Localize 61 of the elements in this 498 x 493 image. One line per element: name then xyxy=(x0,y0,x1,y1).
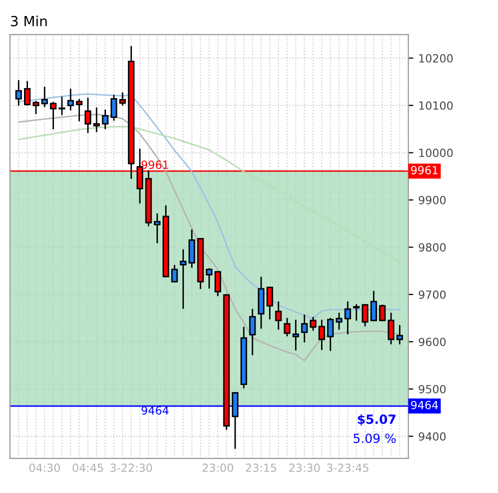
candlestick xyxy=(154,213,160,244)
candlestick xyxy=(344,301,352,334)
x-tick-label: 04:45 xyxy=(72,464,103,472)
annotation: $5.07 xyxy=(358,414,396,426)
y-tick-label: 9900 xyxy=(418,196,446,204)
candlestick xyxy=(396,324,403,344)
candlestick xyxy=(119,92,126,106)
candlestick xyxy=(370,290,378,322)
y-tick-label: 9500 xyxy=(418,384,446,394)
text: 9464 xyxy=(411,400,438,410)
y-tick-label: 10000 xyxy=(419,148,453,158)
candlestick xyxy=(188,230,196,268)
candlestick xyxy=(301,314,308,342)
ref-line-label: 9961 xyxy=(142,160,168,169)
y-tick-label: 9800 xyxy=(418,243,446,252)
candlestick xyxy=(171,264,178,282)
candlestick xyxy=(318,320,326,350)
candlestick xyxy=(58,96,66,116)
y-tick-label: 9700 xyxy=(418,290,446,299)
x-tick-label: 3-22:30 xyxy=(110,464,152,472)
candlestick xyxy=(379,304,386,322)
x-tick-label: 23:00 xyxy=(202,464,234,472)
candlestick xyxy=(353,304,360,321)
candlestick xyxy=(336,312,342,330)
x-tick-label: 3-23:45 xyxy=(327,464,368,472)
x-tick-label: 23:30 xyxy=(289,464,320,472)
candlestick xyxy=(292,320,300,350)
candlestick xyxy=(41,86,48,108)
candlestick xyxy=(284,318,290,336)
candlestick xyxy=(180,249,186,309)
candlestick xyxy=(67,88,74,110)
y-tick-label: 9400 xyxy=(418,432,446,441)
candlestick xyxy=(214,271,222,296)
candlestick xyxy=(15,80,22,106)
candlestick xyxy=(102,109,109,130)
candlestick xyxy=(84,98,92,134)
candlestick xyxy=(275,301,282,330)
candlestick xyxy=(232,392,238,449)
candlestick xyxy=(327,318,334,351)
y-tick-label: 10100 xyxy=(419,101,453,110)
candlestick xyxy=(24,81,31,106)
candlestick xyxy=(249,308,256,356)
y-tick-label: 10200 xyxy=(419,54,453,63)
candlestick xyxy=(206,268,212,289)
annotation: 5.09 % xyxy=(354,434,396,444)
candlestick xyxy=(76,99,83,122)
candlestick xyxy=(310,316,316,331)
candlestick xyxy=(93,108,100,132)
candlestick xyxy=(362,304,368,326)
candlestick xyxy=(266,286,274,320)
y-tick-label: 9600 xyxy=(418,338,446,346)
chart-title: 3 Min xyxy=(11,16,47,26)
line-series xyxy=(18,126,400,263)
candlestick xyxy=(32,100,40,114)
candlestick xyxy=(50,102,57,130)
x-tick-label: 23:15 xyxy=(246,464,276,472)
ref-line-label: 9464 xyxy=(142,406,169,415)
candlestick xyxy=(388,312,394,344)
x-tick-label: 04:30 xyxy=(29,464,60,472)
text: 9961 xyxy=(411,166,438,174)
candlestick xyxy=(110,94,118,121)
